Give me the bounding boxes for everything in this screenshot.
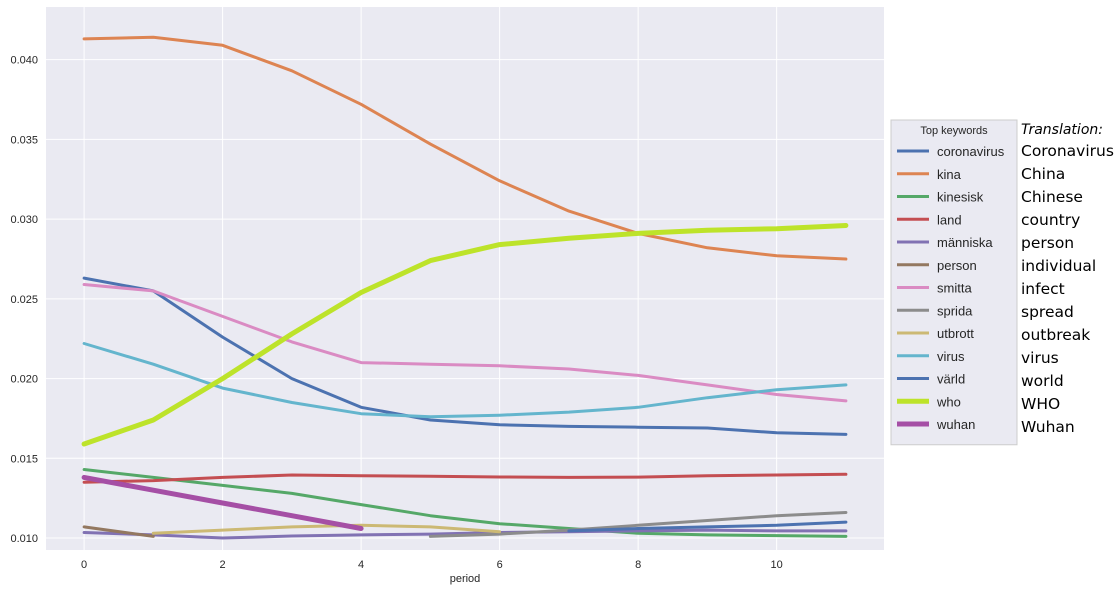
legend-items: coronavirus kina kinesisk land människa perso… — [897, 144, 1005, 432]
series-line-smitta — [82, 283, 848, 403]
legend-label-kina: kina — [937, 167, 962, 182]
translation-item: spread — [1021, 303, 1074, 321]
x-axis-ticks: 0 2 4 6 8 10 — [81, 559, 783, 571]
x-tick-label: 8 — [635, 559, 641, 571]
legend-label-coronavirus: coronavirus — [937, 144, 1005, 159]
series-line-land — [82, 472, 848, 484]
translation-item: world — [1021, 372, 1064, 390]
legend-label-kinesisk: kinesisk — [937, 190, 984, 205]
y-tick-label: 0.015 — [10, 453, 38, 465]
series-line-who — [81, 223, 849, 447]
translation-item: person — [1021, 234, 1075, 252]
series-line-utbrott — [151, 523, 502, 535]
translation-list: Coronavirus China Chinese country person… — [1021, 140, 1118, 439]
translation-item: WHO — [1021, 395, 1061, 413]
y-tick-label: 0.020 — [10, 374, 38, 386]
x-tick-label: 0 — [81, 559, 87, 571]
translation-item: Coronavirus — [1021, 142, 1114, 160]
legend-label-utbrott: utbrott — [937, 326, 974, 341]
translation-item: Wuhan — [1021, 418, 1075, 436]
series-line-kina — [82, 35, 848, 261]
legend-label-wuhan: wuhan — [936, 417, 975, 432]
y-tick-label: 0.035 — [10, 134, 38, 146]
y-tick-label: 0.030 — [10, 214, 38, 226]
y-tick-label: 0.040 — [10, 55, 38, 67]
translation-panel: Translation: Coronavirus China Chinese c… — [1021, 120, 1118, 439]
translation-item: Chinese — [1021, 188, 1083, 206]
legend-label-person: person — [937, 258, 977, 273]
series-line-värld — [567, 520, 848, 533]
y-axis-ticks: 0.010 0.015 0.020 0.025 0.030 0.035 0.040 — [10, 55, 38, 545]
translation-item: infect — [1021, 280, 1065, 298]
legend-label-virus: virus — [937, 349, 965, 364]
series-line-wuhan — [81, 474, 364, 531]
translation-item: outbreak — [1021, 326, 1091, 344]
legend-title: Top keywords — [920, 125, 988, 137]
series-line-människa — [82, 528, 848, 540]
x-tick-label: 10 — [771, 559, 783, 571]
series-line-coronavirus — [82, 276, 848, 436]
legend-label-who: who — [936, 394, 961, 409]
series-line-person — [82, 525, 155, 538]
x-tick-label: 2 — [220, 559, 226, 571]
x-axis-label: period — [450, 573, 481, 585]
x-tick-label: 4 — [358, 559, 364, 571]
translation-item: China — [1021, 165, 1066, 183]
legend: Top keywords coronavirus kina kinesisk land… — [890, 119, 1018, 446]
plot-area — [46, 7, 884, 550]
series-lines — [81, 35, 849, 540]
legend-label-smitta: smitta — [937, 281, 972, 296]
y-tick-label: 0.010 — [10, 533, 38, 545]
legend-label-värld: värld — [937, 372, 965, 387]
translation-item: virus — [1021, 349, 1059, 367]
grid-lines — [46, 7, 884, 550]
x-tick-label: 6 — [497, 559, 503, 571]
legend-label-sprida: sprida — [937, 303, 973, 318]
legend-label-människa: människa — [937, 235, 993, 250]
series-line-kinesisk — [82, 468, 848, 538]
translation-title: Translation: — [1021, 122, 1103, 138]
translation-item: country — [1021, 211, 1081, 229]
legend-label-land: land — [937, 212, 962, 227]
series-line-sprida — [428, 511, 848, 538]
y-tick-label: 0.025 — [10, 294, 38, 306]
translation-item: individual — [1021, 257, 1097, 275]
